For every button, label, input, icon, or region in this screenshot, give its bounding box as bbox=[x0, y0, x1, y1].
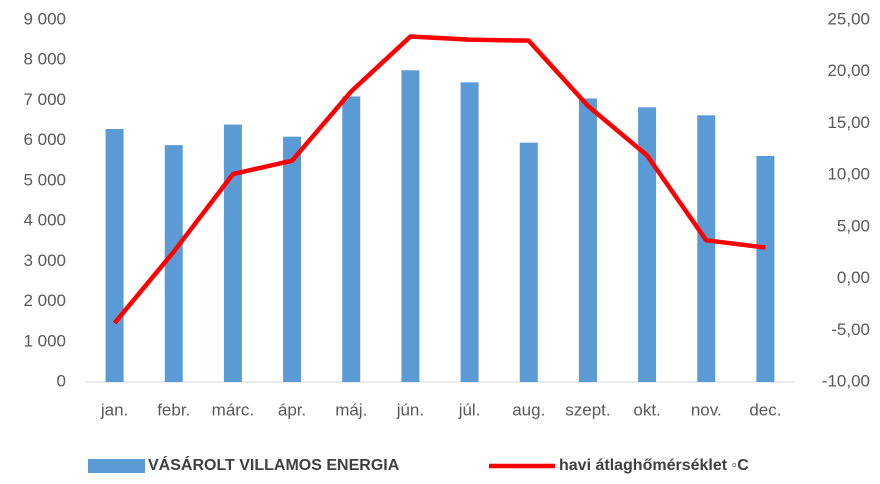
bar bbox=[756, 155, 775, 382]
line bbox=[112, 34, 766, 325]
x-tick-label: aug. bbox=[512, 400, 545, 419]
legend-label: havi átlaghőmérséklet ◦C bbox=[559, 457, 749, 474]
y2-tick-label: 5,00 bbox=[837, 216, 870, 235]
y2-tick-label: 20,00 bbox=[827, 61, 870, 80]
bar bbox=[519, 142, 538, 382]
x-tick-label: jún. bbox=[396, 400, 424, 419]
y2-tick-label: -5,00 bbox=[831, 320, 870, 339]
bar bbox=[105, 129, 124, 382]
bar bbox=[638, 107, 657, 382]
bar bbox=[283, 136, 302, 382]
y2-tick-label: 0,00 bbox=[837, 268, 870, 287]
y2-tick-label: -10,00 bbox=[822, 371, 870, 390]
y2-tick-label: 15,00 bbox=[827, 113, 870, 132]
y2-tick-label: 10,00 bbox=[827, 165, 870, 184]
legend-label: VÁSÁROLT VILLAMOS ENERGIA bbox=[148, 455, 400, 474]
y-tick-label: 8 000 bbox=[23, 50, 66, 69]
y2-tick-label: 25,00 bbox=[827, 9, 870, 28]
x-tick-label: nov. bbox=[691, 400, 722, 419]
y-tick-label: 2 000 bbox=[23, 291, 66, 310]
x-tick-label: okt. bbox=[633, 400, 660, 419]
y-tick-label: 9 000 bbox=[23, 9, 66, 28]
x-tick-label: jan. bbox=[100, 400, 128, 419]
y-tick-label: 0 bbox=[57, 371, 66, 390]
y-tick-label: 7 000 bbox=[23, 90, 66, 109]
bar bbox=[401, 70, 420, 383]
x-tick-label: máj. bbox=[335, 400, 367, 419]
y-tick-label: 3 000 bbox=[23, 251, 66, 270]
y-tick-label: 5 000 bbox=[23, 170, 66, 189]
y-tick-label: 1 000 bbox=[23, 331, 66, 350]
legend-swatch bbox=[88, 459, 145, 473]
bar bbox=[578, 98, 597, 382]
x-tick-label: szept. bbox=[565, 400, 610, 419]
bar bbox=[460, 82, 479, 382]
x-tick-label: ápr. bbox=[278, 400, 306, 419]
bar bbox=[342, 96, 361, 382]
bar bbox=[697, 115, 716, 383]
y-tick-label: 4 000 bbox=[23, 211, 66, 230]
bar bbox=[164, 145, 183, 382]
x-tick-label: dec. bbox=[749, 400, 781, 419]
x-tick-label: febr. bbox=[157, 400, 190, 419]
bar bbox=[223, 124, 242, 383]
y-tick-label: 6 000 bbox=[23, 130, 66, 149]
x-tick-label: júl. bbox=[458, 400, 481, 419]
x-tick-label: márc. bbox=[212, 400, 255, 419]
